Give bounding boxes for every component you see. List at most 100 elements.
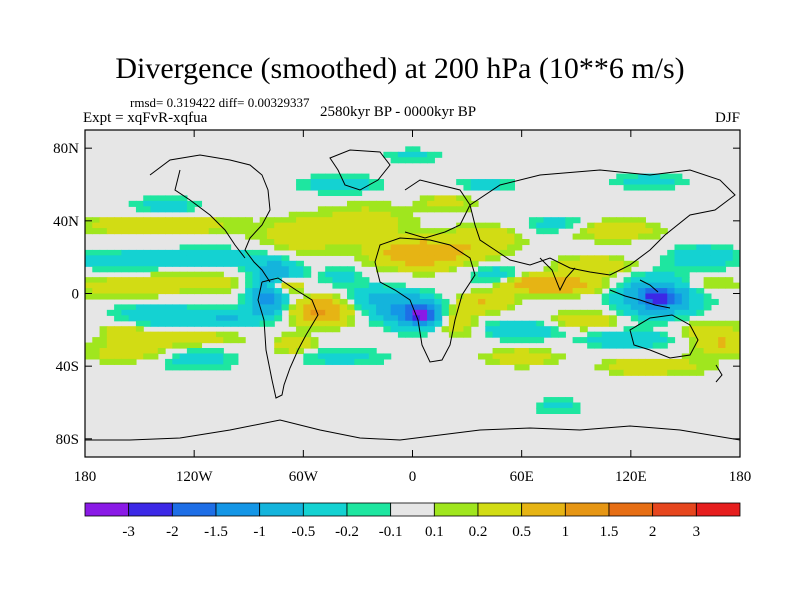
- field-cell: [659, 342, 668, 349]
- field-cell: [652, 266, 661, 273]
- field-cell: [550, 315, 559, 322]
- field-cell: [572, 288, 581, 295]
- field-cell: [623, 331, 632, 338]
- field-cell: [514, 244, 523, 251]
- field-cell: [528, 353, 537, 360]
- field-cell: [310, 179, 319, 186]
- field-cell: [441, 200, 450, 207]
- field-cell: [470, 249, 479, 256]
- field-cell: [347, 173, 355, 180]
- field-cell: [616, 255, 625, 262]
- field-cell: [121, 228, 130, 235]
- field-cell: [696, 260, 705, 267]
- field-cell: [623, 337, 632, 344]
- field-cell: [361, 184, 370, 191]
- field-cell: [296, 211, 304, 218]
- field-cell: [237, 255, 246, 262]
- field-cell: [463, 249, 472, 256]
- field-cell: [128, 217, 137, 224]
- field-cell: [332, 304, 341, 311]
- field-cell: [296, 309, 304, 316]
- field-cell: [361, 293, 370, 300]
- field-cell: [186, 348, 195, 355]
- field-cell: [390, 228, 399, 235]
- field-cell: [339, 304, 348, 311]
- field-cell: [434, 309, 443, 316]
- field-cell: [201, 337, 210, 344]
- field-cell: [507, 266, 515, 273]
- field-cell: [186, 222, 195, 229]
- field-cell: [281, 239, 290, 246]
- field-cell: [310, 222, 319, 229]
- field-cell: [208, 288, 217, 295]
- field-cell: [128, 353, 137, 360]
- field-cell: [354, 239, 363, 246]
- field-cell: [478, 222, 486, 229]
- field-cell: [397, 260, 406, 267]
- field-cell: [492, 239, 501, 246]
- colorbar-label: 3: [693, 524, 701, 540]
- field-cell: [645, 326, 654, 333]
- field-cell: [507, 320, 515, 327]
- field-cell: [157, 260, 166, 267]
- field-cell: [274, 337, 283, 344]
- field-cell: [230, 255, 239, 262]
- field-cell: [85, 222, 93, 229]
- field-cell: [223, 217, 232, 224]
- field-cell: [99, 249, 108, 256]
- field-cell: [499, 298, 508, 305]
- field-cell: [237, 249, 246, 256]
- field-cell: [594, 337, 603, 344]
- field-cell: [397, 298, 406, 305]
- field-cell: [456, 249, 465, 256]
- field-cell: [325, 358, 334, 365]
- field-cell: [536, 222, 545, 229]
- field-cell: [507, 233, 515, 240]
- field-cell: [303, 244, 312, 251]
- field-cell: [150, 315, 159, 322]
- field-cell: [630, 326, 639, 333]
- field-cell: [587, 337, 596, 344]
- field-cell: [645, 331, 654, 338]
- field-cell: [143, 282, 152, 289]
- field-cell: [572, 407, 581, 414]
- colorbar-swatch: [302, 502, 348, 517]
- field-cell: [347, 304, 355, 311]
- field-cell: [405, 233, 414, 240]
- field-cell: [150, 348, 159, 355]
- field-cell: [492, 179, 501, 186]
- field-cell: [499, 266, 508, 273]
- field-cell: [135, 200, 144, 207]
- field-cell: [361, 348, 370, 355]
- field-cell: [674, 255, 683, 262]
- field-cell: [208, 364, 217, 371]
- field-cell: [157, 206, 166, 213]
- field-cell: [696, 348, 705, 355]
- field-cell: [397, 266, 406, 273]
- field-cell: [172, 353, 181, 360]
- field-cell: [259, 266, 268, 273]
- field-cell: [638, 228, 646, 235]
- field-cell: [332, 239, 341, 246]
- field-cell: [703, 326, 712, 333]
- field-cell: [565, 277, 574, 284]
- field-cell: [368, 217, 377, 224]
- field-cell: [165, 195, 173, 202]
- field-cell: [703, 364, 712, 371]
- field-cell: [572, 217, 581, 224]
- field-cell: [645, 179, 654, 186]
- field-cell: [696, 298, 705, 305]
- field-cell: [121, 326, 130, 333]
- field-cell: [623, 260, 632, 267]
- field-cell: [179, 353, 188, 360]
- field-cell: [521, 348, 530, 355]
- field-cell: [92, 337, 101, 344]
- field-cell: [536, 282, 545, 289]
- field-cell: [390, 266, 399, 273]
- field-cell: [150, 228, 159, 235]
- field-cell: [470, 320, 479, 327]
- field-cell: [339, 239, 348, 246]
- field-cell: [368, 358, 377, 365]
- field-cell: [441, 260, 450, 267]
- field-cell: [405, 255, 414, 262]
